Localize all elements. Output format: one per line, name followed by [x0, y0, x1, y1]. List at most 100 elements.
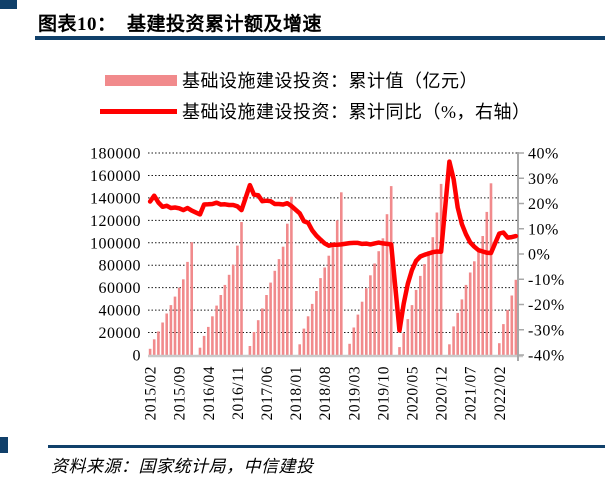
x-axis-tick-label: 2015/02	[143, 366, 160, 420]
bar	[385, 214, 389, 355]
right-axis-tick-label: 30%	[528, 171, 559, 188]
bar	[290, 196, 293, 355]
top-left-corner-block	[0, 0, 17, 9]
bar	[410, 305, 414, 355]
legend-label-line: 基础设施建设投资：累计同比（%，右轴）	[182, 102, 531, 122]
bar	[327, 255, 331, 355]
left-axis-tick-label: 160000	[90, 168, 141, 185]
left-axis-tick-label: 80000	[99, 258, 142, 275]
bar	[261, 308, 264, 355]
bar	[173, 296, 177, 355]
page-title: 图表10： 基建投资累计额及增速	[38, 14, 323, 35]
bar	[468, 272, 472, 355]
x-axis-tick-label: 2020/05	[404, 366, 421, 420]
bar	[148, 348, 152, 355]
bar	[190, 242, 193, 355]
bar	[202, 335, 206, 355]
left-axis-tick-label: 120000	[90, 213, 141, 230]
bar	[182, 279, 185, 356]
bar	[236, 245, 239, 355]
bar	[269, 282, 272, 355]
bar	[340, 192, 343, 355]
bar	[310, 303, 314, 355]
title-underline-rule	[35, 36, 605, 40]
x-axis-tick-label: 2016/11	[230, 366, 247, 420]
bar	[402, 333, 405, 355]
left-axis-tick-label: 180000	[90, 146, 141, 163]
bar	[231, 264, 235, 355]
left-axis-tick-label: 60000	[99, 280, 142, 297]
bar	[227, 274, 231, 355]
left-axis-tick-label: 0	[133, 348, 142, 365]
bar	[240, 222, 243, 355]
bar	[431, 237, 435, 355]
bar	[485, 211, 489, 355]
bar	[248, 346, 252, 355]
bar	[335, 220, 339, 355]
x-axis-tick-label: 2022/02	[492, 366, 509, 420]
bar	[298, 344, 301, 355]
legend-item-line: 基础设施建设投资：累计同比（%，右轴）	[100, 99, 531, 123]
x-axis-tick-label: 2017/06	[259, 366, 276, 420]
x-axis-tick-label: 2019/03	[346, 366, 363, 420]
legend-label-bar: 基础设施建设投资：累计值（亿元）	[182, 71, 478, 91]
bar	[306, 316, 310, 355]
bar	[423, 264, 426, 355]
bar	[514, 279, 518, 355]
yoy-line	[147, 159, 519, 333]
right-axis-tick-label: -30%	[528, 322, 565, 339]
bar	[265, 295, 268, 355]
bar	[348, 343, 351, 355]
right-axis-tick-label: 40%	[528, 146, 559, 163]
bar	[315, 291, 318, 355]
bar	[369, 275, 372, 355]
bar	[157, 331, 160, 355]
bar	[464, 284, 468, 355]
bar	[152, 339, 156, 355]
left-axis-tick-label: 100000	[90, 235, 141, 252]
bar	[286, 223, 289, 355]
bar	[169, 305, 173, 355]
x-axis-labels: 2015/02 2015/09 2016/04 2016/11 2017/06 2018/…	[143, 366, 509, 420]
bottom-left-corner-block	[0, 437, 8, 453]
bar	[161, 322, 164, 355]
x-axis-tick-label: 2021/07	[463, 366, 480, 420]
bar	[439, 183, 443, 355]
bar	[452, 326, 455, 355]
chart-canvas: 40% 30% 20% 10% 0% -10% -20% -30% -40% 180000 1600…	[90, 146, 565, 421]
bar-series-swatch	[105, 74, 177, 86]
source-note: 资料来源：国家统计局，中信建投	[51, 457, 314, 476]
x-axis-tick-label: 2019/10	[375, 366, 392, 420]
x-axis-tick-label: 2015/09	[172, 366, 189, 420]
bar	[360, 301, 364, 355]
bar	[319, 278, 322, 355]
bar	[331, 242, 335, 355]
left-axis-labels: 180000 160000 140000 120000 100000 80000 60000…	[90, 146, 141, 365]
x-axis-tick-label: 2016/04	[201, 366, 218, 420]
legend-item-bar: 基础设施建设投资：累计值（亿元）	[100, 68, 478, 92]
bar	[273, 270, 277, 355]
bar	[219, 295, 223, 355]
bar	[481, 236, 484, 355]
left-axis-tick-label: 40000	[99, 303, 142, 320]
bar	[477, 249, 480, 355]
right-axis-tick-label: -20%	[528, 297, 565, 314]
bar	[281, 246, 285, 355]
bar	[398, 347, 401, 355]
bar	[381, 238, 385, 355]
bar	[435, 212, 439, 355]
bar	[427, 251, 430, 355]
bar	[165, 313, 168, 355]
bar	[256, 320, 260, 355]
bar	[377, 251, 380, 355]
bar	[211, 316, 214, 355]
bar	[473, 261, 476, 355]
footer-rule	[48, 445, 605, 448]
bar	[506, 310, 509, 355]
left-axis-tick-label: 20000	[99, 325, 142, 342]
x-axis-tick-label: 2020/12	[434, 366, 451, 420]
bar	[414, 289, 418, 355]
bar	[406, 319, 410, 355]
x-axis-tick-label: 2018/08	[317, 366, 334, 420]
